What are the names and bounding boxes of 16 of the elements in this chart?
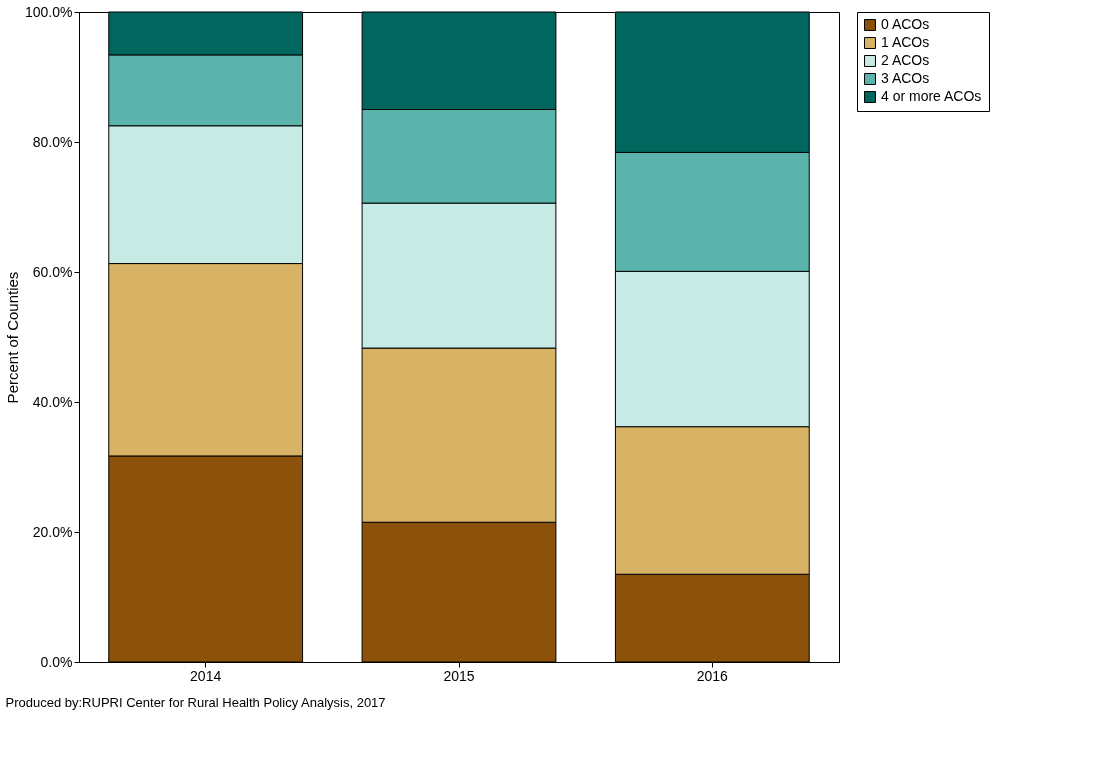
legend-label: 3 ACOs xyxy=(881,70,930,86)
legend-label: 4 or more ACOs xyxy=(881,88,982,104)
text: Produced by:RUPRI Center for Rural Health Policy Analysis, 2017 xyxy=(5,695,386,710)
y-tick-label: 100.0% xyxy=(25,3,73,20)
y-axis-title: Percent of Counties xyxy=(4,271,22,404)
y-tick-label: 60.0% xyxy=(32,263,73,280)
x-tick-label: 2016 xyxy=(696,667,729,684)
y-tick-label: 20.0% xyxy=(32,523,73,540)
legend-label: 0 ACOs xyxy=(881,16,930,32)
legend-label: 1 ACOs xyxy=(881,34,930,50)
x-tick-label: 2014 xyxy=(190,667,222,684)
y-tick-label: 0.0% xyxy=(40,653,73,670)
legend-label: 2 ACOs xyxy=(881,52,930,68)
y-tick-label: 80.0% xyxy=(32,133,73,150)
x-tick-label: 2015 xyxy=(443,667,475,684)
y-tick-label: 40.0% xyxy=(32,393,73,410)
